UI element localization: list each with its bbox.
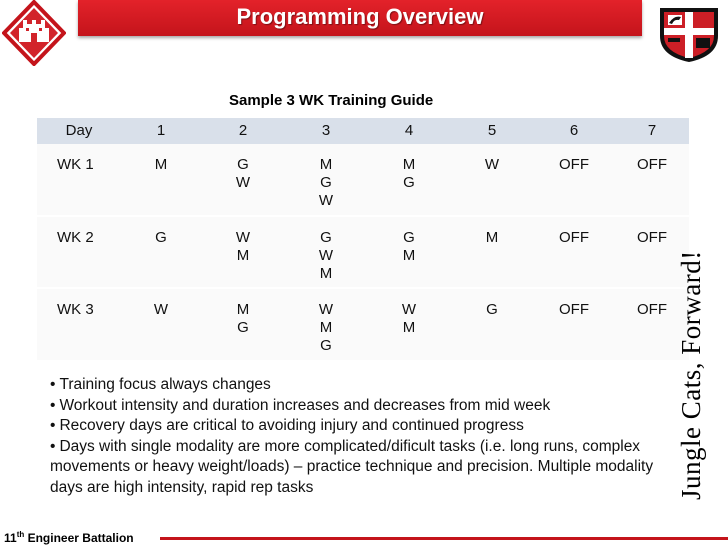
footer-ordinal-suffix: th	[16, 530, 25, 539]
table-cell: W	[451, 144, 533, 216]
table-header-row: Day 1 2 3 4 5 6 7	[37, 118, 689, 144]
table-cell: OFF	[533, 287, 615, 360]
table-cell: G	[451, 287, 533, 360]
cell-value: M	[402, 247, 416, 264]
table-cell: M	[451, 215, 533, 288]
column-header: 3	[285, 118, 367, 144]
cell-value: M	[485, 229, 499, 246]
battalion-crest-logo-icon	[654, 2, 724, 64]
cell-value: W	[235, 174, 251, 191]
table-cell: G	[121, 215, 201, 288]
cell-value: W	[401, 301, 417, 318]
column-header: Day	[37, 118, 121, 144]
cell-value: M	[154, 156, 168, 173]
cell-value: M	[236, 301, 250, 318]
cell-value: M	[319, 156, 333, 173]
cell-value: G	[237, 319, 249, 336]
cell-value: G	[320, 174, 332, 191]
cell-value: W	[318, 301, 334, 318]
footer-unit-label: 11th Engineer Battalion	[4, 530, 134, 545]
cell-value: OFF	[637, 229, 667, 246]
column-header: 6	[533, 118, 615, 144]
cell-value: G	[237, 156, 249, 173]
cell-value: G	[403, 174, 415, 191]
table-cell: OFF	[533, 144, 615, 216]
cell-value: W	[235, 229, 251, 246]
cell-value: W	[318, 192, 334, 209]
cell-value: W	[153, 301, 169, 318]
column-header: 4	[367, 118, 451, 144]
cell-value: M	[319, 265, 333, 282]
cell-value: G	[320, 337, 332, 354]
cell-value: M	[402, 156, 416, 173]
row-label: WK 1	[37, 144, 121, 216]
table-cell: W	[121, 287, 201, 360]
cell-value: OFF	[559, 229, 589, 246]
list-item: Workout intensity and duration increases…	[50, 396, 675, 417]
table-cell: M	[121, 144, 201, 216]
footer-ordinal-number: 11	[4, 531, 17, 545]
cell-value: OFF	[637, 301, 667, 318]
list-item: Days with single modality are more compl…	[50, 437, 675, 499]
row-label: WK 2	[37, 215, 121, 288]
table-cell: OFF	[615, 215, 689, 288]
notes-list: Training focus always changes Workout in…	[50, 375, 675, 498]
column-header: 1	[121, 118, 201, 144]
engineer-castle-logo-icon	[1, 0, 67, 67]
cell-value: W	[318, 247, 334, 264]
cell-value: G	[403, 229, 415, 246]
list-item: Training focus always changes	[50, 375, 675, 396]
table-caption: Sample 3 WK Training Guide	[229, 92, 434, 109]
footer-unit-name: Engineer Battalion	[27, 531, 134, 545]
cell-value: M	[402, 319, 416, 336]
column-header: 2	[201, 118, 285, 144]
cell-value: G	[320, 229, 332, 246]
footer-divider	[160, 537, 728, 540]
table-cell: OFF	[615, 144, 689, 216]
cell-value: G	[486, 301, 498, 318]
list-item: Recovery days are critical to avoiding i…	[50, 416, 675, 437]
title-bar: Programming Overview	[78, 0, 642, 36]
side-motto: Jungle Cats, Forward!	[676, 250, 706, 500]
page-title: Programming Overview	[236, 4, 484, 29]
cell-value: G	[155, 229, 167, 246]
cell-value: M	[319, 319, 333, 336]
table-cell: OFF	[533, 215, 615, 288]
cell-value: M	[236, 247, 250, 264]
column-header: 5	[451, 118, 533, 144]
cell-value: OFF	[559, 156, 589, 173]
column-header: 7	[615, 118, 689, 144]
cell-value: W	[484, 156, 500, 173]
cell-value: OFF	[637, 156, 667, 173]
row-label: WK 3	[37, 287, 121, 360]
cell-value: OFF	[559, 301, 589, 318]
table-cell: OFF	[615, 287, 689, 360]
